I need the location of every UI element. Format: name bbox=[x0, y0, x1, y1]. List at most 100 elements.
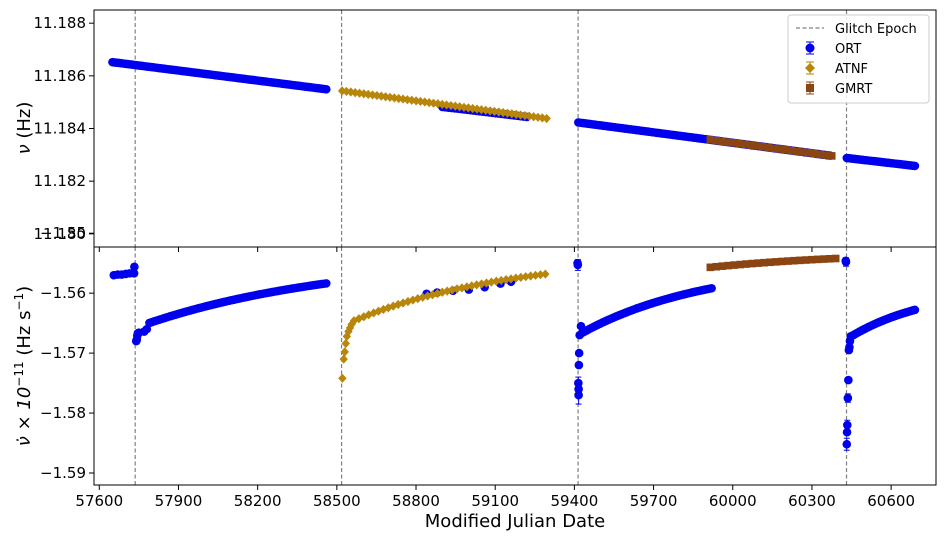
atnf-data-point bbox=[347, 319, 356, 329]
ort-data-point bbox=[142, 324, 152, 334]
ort-data-point bbox=[910, 161, 920, 171]
legend-ort-marker bbox=[805, 43, 815, 53]
ort-data-point bbox=[707, 283, 716, 293]
gmrt-data-point bbox=[730, 261, 739, 269]
atnf-data-point bbox=[521, 272, 530, 282]
atnf-data-point bbox=[364, 310, 373, 320]
ort-data-point bbox=[130, 262, 139, 272]
atnf-data-point bbox=[377, 91, 386, 101]
gmrt-data-point bbox=[804, 149, 813, 157]
atnf-data-point bbox=[390, 93, 399, 103]
gmrt-data-point bbox=[816, 150, 824, 159]
atnf-data-point bbox=[516, 272, 526, 282]
x-tick-label: 59400 bbox=[551, 492, 599, 510]
atnf-data-point bbox=[531, 270, 540, 280]
gmrt-data-point bbox=[808, 255, 816, 264]
x-axis-ticks: 57600 57900 58200 58500 58800 59100 59400 59700… bbox=[75, 247, 915, 510]
x-tick-label: 58500 bbox=[313, 492, 361, 510]
legend-atnf-label: ATNF bbox=[835, 62, 868, 77]
gmrt-data-point bbox=[831, 254, 840, 263]
ort-data-point bbox=[574, 390, 583, 400]
gmrt-data-point bbox=[724, 261, 733, 270]
gmrt-data-point bbox=[772, 258, 780, 266]
atnf-data-point bbox=[446, 100, 456, 111]
spin-down-points bbox=[109, 254, 920, 449]
y-tick-label: 11.180 bbox=[34, 225, 87, 243]
atnf-data-point bbox=[506, 274, 516, 284]
atnf-data-point bbox=[485, 106, 495, 116]
ort-data-point bbox=[910, 305, 920, 315]
atnf-data-point bbox=[516, 110, 525, 120]
atnf-data-point bbox=[408, 295, 418, 305]
gmrt-data-point bbox=[706, 136, 715, 144]
atnf-data-point bbox=[340, 347, 349, 357]
gmrt-data-point bbox=[799, 148, 807, 156]
atnf-data-point bbox=[416, 96, 425, 107]
gmrt-data-point bbox=[827, 152, 836, 160]
y-tick-label: 11.184 bbox=[34, 120, 87, 138]
ort-data-point bbox=[842, 427, 852, 437]
atnf-data-point bbox=[541, 269, 550, 279]
spin-down-axes-frame bbox=[93, 246, 937, 486]
legend-glitch-label: Glitch Epoch bbox=[835, 22, 917, 37]
gmrt-data-point bbox=[781, 145, 790, 154]
x-tick-label: 60300 bbox=[788, 492, 836, 510]
gmrt-data-point bbox=[802, 256, 810, 264]
atnf-data-point bbox=[542, 113, 551, 124]
atnf-data-point bbox=[338, 373, 347, 383]
x-tick-label: 57900 bbox=[155, 492, 203, 510]
gmrt-data-point bbox=[712, 262, 721, 271]
atnf-data-point bbox=[342, 331, 352, 341]
x-tick-label: 58200 bbox=[234, 492, 282, 510]
frequency-points bbox=[108, 57, 920, 171]
atnf-data-point bbox=[447, 285, 457, 295]
gmrt-data-point bbox=[790, 256, 798, 265]
ort-data-point bbox=[129, 269, 139, 278]
gmrt-data-point bbox=[752, 142, 761, 150]
atnf-data-point bbox=[511, 273, 521, 283]
ort-data-point bbox=[846, 332, 856, 341]
gmrt-data-point bbox=[735, 139, 744, 148]
frequency-y-label: ν (Hz) bbox=[14, 102, 35, 155]
x-tick-label: 60000 bbox=[709, 492, 757, 510]
gmrt-data-point bbox=[729, 139, 738, 147]
frequency-y-ticks: 11.188 11.186 11.184 11.182 11.180 bbox=[34, 14, 94, 243]
gmrt-data-point bbox=[766, 258, 774, 267]
gmrt-data-point bbox=[748, 259, 756, 268]
atnf-data-point bbox=[339, 354, 348, 364]
x-tick-label: 59700 bbox=[630, 492, 678, 510]
ort-data-point bbox=[575, 330, 584, 340]
atnf-data-point bbox=[520, 110, 530, 121]
atnf-data-point bbox=[341, 338, 351, 349]
atnf-data-point bbox=[433, 99, 443, 109]
gmrt-data-point bbox=[712, 136, 720, 145]
ort-data-point bbox=[843, 420, 852, 430]
atnf-data-point bbox=[413, 294, 422, 304]
spin-down-y-label: ν̇ × 10−11 (Hz s−1) bbox=[12, 286, 35, 446]
gmrt-data-point bbox=[825, 254, 834, 263]
gmrt-data-point bbox=[760, 258, 768, 267]
gmrt-data-point bbox=[822, 151, 830, 159]
gmrt-data-point bbox=[770, 144, 778, 153]
legend-gmrt-marker bbox=[806, 84, 814, 92]
gmrt-data-point bbox=[775, 145, 784, 153]
x-tick-label: 59100 bbox=[471, 492, 519, 510]
legend-gmrt-label: GMRT bbox=[835, 82, 872, 97]
y-tick-label: 11.188 bbox=[34, 14, 87, 32]
gmrt-data-point bbox=[754, 259, 762, 267]
y-tick-label: −1.55 bbox=[40, 224, 86, 242]
atnf-data-point bbox=[526, 271, 535, 281]
x-tick-label: 60600 bbox=[867, 492, 915, 510]
y-tick-label: 11.182 bbox=[34, 172, 87, 190]
ort-data-point bbox=[841, 257, 851, 267]
gmrt-data-point bbox=[810, 149, 819, 158]
legend: Glitch Epoch ORT ATNF GMRT bbox=[787, 14, 930, 104]
ort-data-point bbox=[321, 279, 331, 288]
ort-data-point bbox=[574, 384, 583, 394]
x-axis-label: Modified Julian Date bbox=[425, 511, 605, 532]
y-tick-label: −1.58 bbox=[40, 404, 86, 422]
gmrt-data-point bbox=[796, 256, 804, 265]
y-tick-label: 11.186 bbox=[34, 67, 87, 85]
gmrt-data-point bbox=[793, 147, 801, 156]
